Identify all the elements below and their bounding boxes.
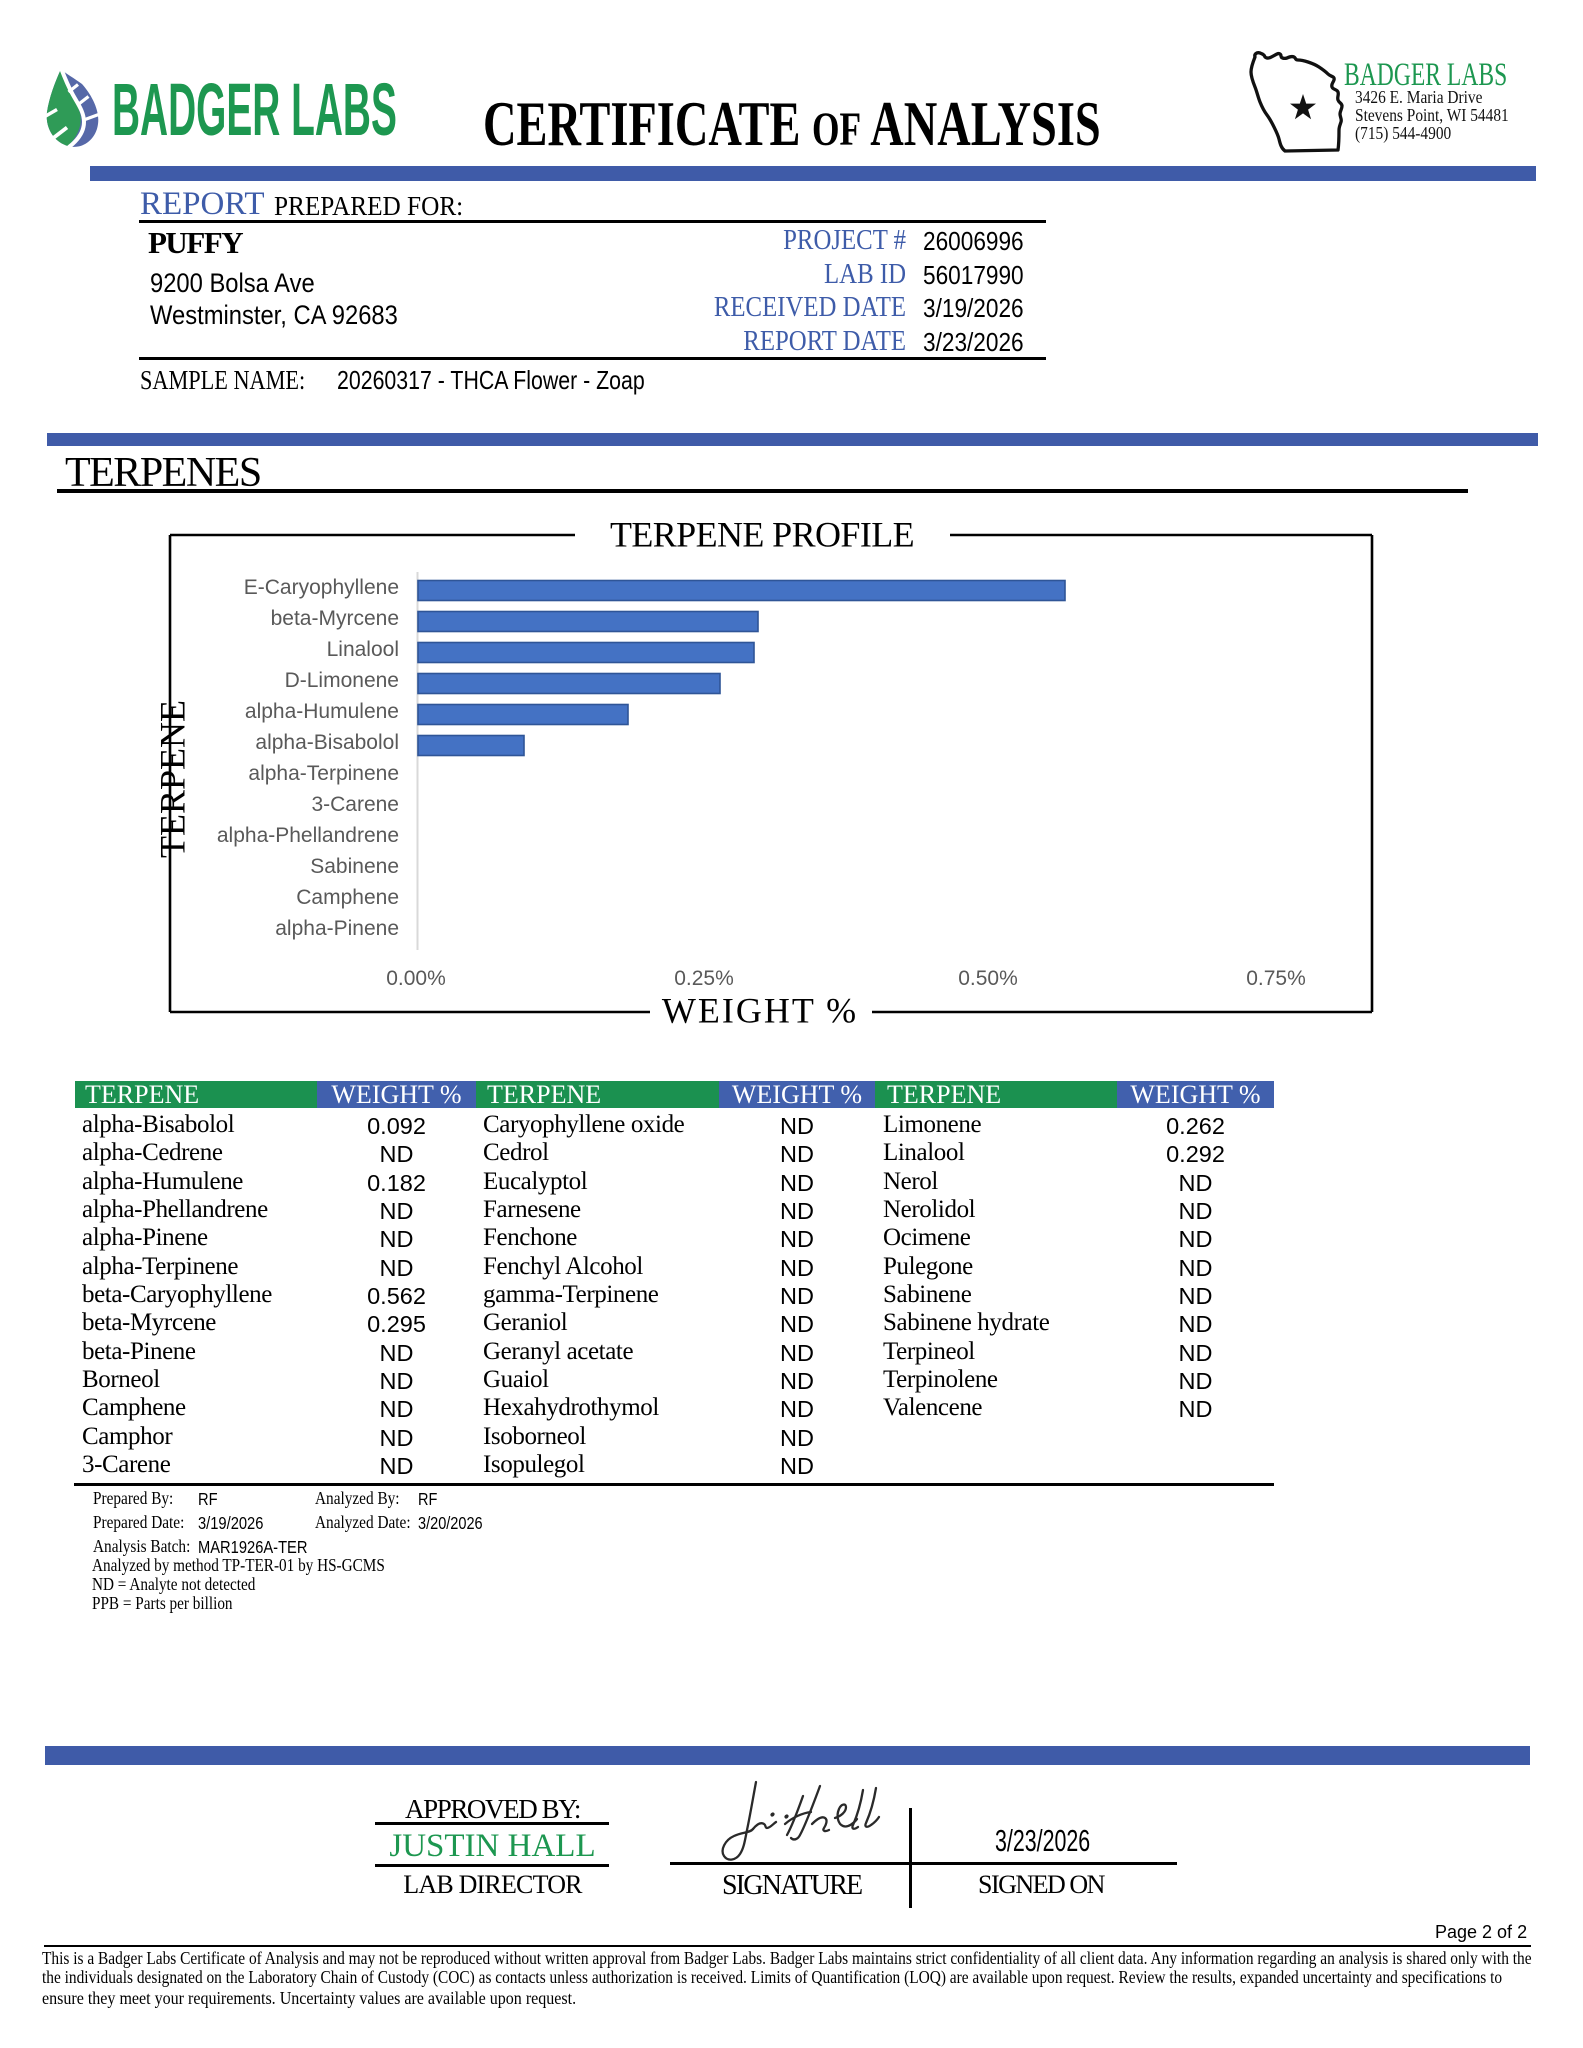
svg-text:0.75%: 0.75% xyxy=(1246,967,1306,990)
svg-text:alpha-Bisabolol: alpha-Bisabolol xyxy=(255,731,399,754)
svg-text:Camphene: Camphene xyxy=(296,886,399,909)
svg-text:Linalool: Linalool xyxy=(327,638,399,661)
svg-text:TERPENE: TERPENE xyxy=(153,700,193,858)
svg-text:TERPENE PROFILE: TERPENE PROFILE xyxy=(610,515,914,555)
svg-text:D-Limonene: D-Limonene xyxy=(285,669,399,692)
svg-text:E-Caryophyllene: E-Caryophyllene xyxy=(244,576,399,599)
svg-text:0.00%: 0.00% xyxy=(386,967,446,990)
svg-text:3-Carene: 3-Carene xyxy=(311,793,399,816)
svg-text:alpha-Terpinene: alpha-Terpinene xyxy=(248,762,399,785)
svg-text:WEIGHT %: WEIGHT % xyxy=(662,991,858,1031)
svg-text:alpha-Humulene: alpha-Humulene xyxy=(245,700,399,723)
svg-text:Sabinene: Sabinene xyxy=(310,855,399,878)
svg-text:alpha-Phellandrene: alpha-Phellandrene xyxy=(217,824,399,847)
svg-text:beta-Myrcene: beta-Myrcene xyxy=(271,607,399,630)
svg-text:alpha-Pinene: alpha-Pinene xyxy=(275,917,399,940)
svg-text:0.50%: 0.50% xyxy=(958,967,1018,990)
svg-text:0.25%: 0.25% xyxy=(674,967,734,990)
